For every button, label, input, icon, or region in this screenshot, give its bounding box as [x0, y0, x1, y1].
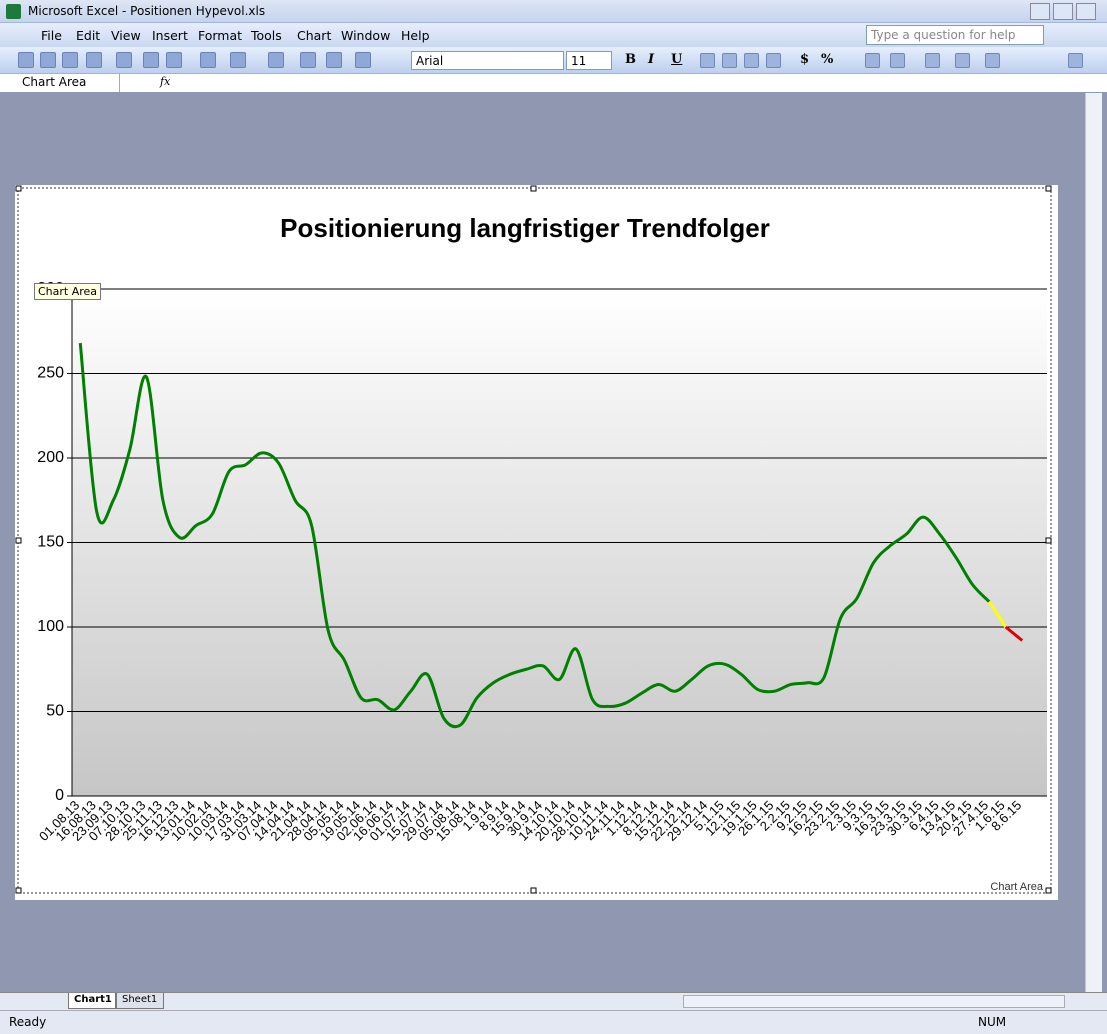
formula-icon[interactable]: fx: [160, 75, 171, 88]
menu-item[interactable]: Window: [341, 28, 391, 43]
chart[interactable]: Positionierung langfristiger Trendfolger…: [15, 185, 1058, 900]
format-button[interactable]: %: [821, 52, 834, 67]
y-tick-label: 200: [37, 449, 64, 466]
sheet-tab[interactable]: Sheet1: [116, 993, 164, 1009]
selection-handle: [1045, 887, 1052, 894]
format-button[interactable]: $: [800, 52, 810, 67]
selection-handle: [15, 537, 22, 544]
toolbar-button[interactable]: [985, 53, 1000, 68]
toolbar-button[interactable]: [700, 53, 715, 68]
horizontal-scrollbar[interactable]: [683, 995, 1065, 1008]
menu-item[interactable]: Edit: [76, 28, 101, 43]
toolbar-button[interactable]: [722, 53, 737, 68]
toolbar: Arial 11 B I U $%: [0, 47, 1107, 74]
selection-handle: [530, 185, 537, 192]
menu-item[interactable]: Help: [401, 28, 430, 43]
y-tick-label: 150: [37, 534, 64, 551]
tooltip: Chart Area: [34, 283, 102, 300]
help-box[interactable]: Type a question for help: [866, 25, 1044, 45]
menu-item[interactable]: Insert: [152, 28, 188, 43]
toolbar-button[interactable]: [955, 53, 970, 68]
menu-item[interactable]: Format: [198, 28, 243, 43]
toolbar-button[interactable]: [766, 53, 781, 68]
menu-item[interactable]: Tools: [251, 28, 282, 43]
sheet-tab-bar: Chart1 Sheet1: [0, 992, 1107, 1010]
window-title: Microsoft Excel - Positionen Hypevol.xls: [28, 4, 266, 18]
toolbar-button[interactable]: [890, 53, 905, 68]
y-tick-label: 250: [37, 365, 64, 382]
selection-handle: [15, 185, 22, 192]
formula-bar: Chart Area fx: [0, 74, 1107, 93]
toolbar-button[interactable]: [230, 52, 246, 68]
toolbar-button[interactable]: [300, 52, 316, 68]
toolbar-button[interactable]: [865, 53, 880, 68]
menu-item[interactable]: Chart: [297, 28, 332, 43]
line-series: [1004, 625, 1024, 642]
status-text: Ready: [9, 1015, 47, 1029]
toolbar-button[interactable]: [62, 52, 78, 68]
toolbar-button[interactable]: [326, 52, 342, 68]
y-tick-label: 100: [37, 618, 64, 635]
title-bar: Microsoft Excel - Positionen Hypevol.xls: [0, 0, 1107, 23]
format-button[interactable]: B: [625, 52, 636, 67]
close-button[interactable]: [1076, 3, 1096, 20]
app-icon: [6, 4, 21, 19]
toolbar-button[interactable]: [200, 52, 216, 68]
toolbar-button[interactable]: [143, 52, 159, 68]
toolbar-button[interactable]: [166, 52, 182, 68]
y-tick-label: 50: [46, 703, 64, 720]
num-indicator: NUM: [978, 1015, 1007, 1029]
toolbar-button[interactable]: [925, 53, 940, 68]
menu-bar: Type a question for help File Edit View Ins…: [0, 23, 1107, 47]
toolbar-button[interactable]: [40, 52, 56, 68]
selection-handle: [15, 887, 22, 894]
minimize-button[interactable]: [1030, 3, 1050, 20]
sheet-tab[interactable]: Chart1: [68, 993, 116, 1009]
maximize-button[interactable]: [1053, 3, 1073, 20]
vertical-scrollbar[interactable]: [1085, 93, 1102, 992]
toolbar-button[interactable]: [86, 52, 102, 68]
status-bar: Ready NUM: [0, 1010, 1107, 1034]
chart-area-label: Chart Area: [990, 881, 1043, 893]
selection-handle: [1045, 537, 1052, 544]
line-series: [987, 600, 1007, 628]
chart-title: Positionierung langfristiger Trendfolger: [280, 213, 770, 243]
name-box[interactable]: Chart Area: [0, 74, 120, 92]
format-button[interactable]: I: [648, 52, 655, 67]
format-button[interactable]: U: [671, 52, 683, 67]
selection-handle: [1045, 185, 1052, 192]
selection-handle: [530, 887, 537, 894]
font-size-box[interactable]: 11: [566, 51, 612, 70]
toolbar-button[interactable]: [116, 52, 132, 68]
toolbar-button[interactable]: [355, 52, 371, 68]
toolbar-button[interactable]: [1068, 53, 1083, 68]
toolbar-button[interactable]: [268, 52, 284, 68]
line-series: [78, 342, 991, 729]
menu-item[interactable]: View: [111, 28, 141, 43]
toolbar-button[interactable]: [744, 53, 759, 68]
y-tick-label: 0: [55, 787, 64, 804]
menu-item[interactable]: File: [41, 28, 62, 43]
font-name-box[interactable]: Arial: [411, 51, 564, 70]
toolbar-button[interactable]: [18, 52, 34, 68]
